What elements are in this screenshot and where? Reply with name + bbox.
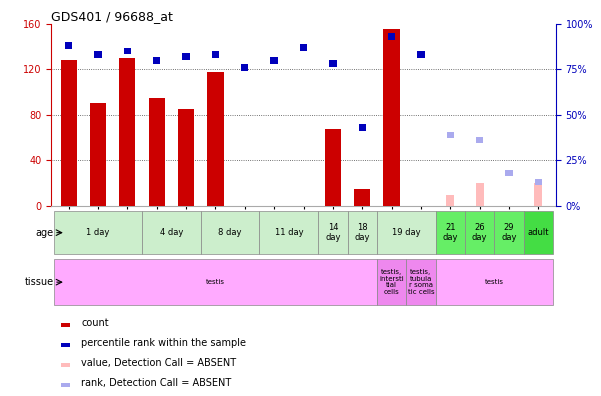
Text: 1 day: 1 day [87,228,110,237]
Text: 19 day: 19 day [392,228,421,237]
Text: testis,
tubula
r soma
tic cells: testis, tubula r soma tic cells [407,269,434,295]
Bar [178,109,194,206]
Bar [241,64,248,71]
FancyBboxPatch shape [523,211,553,254]
Text: adult: adult [528,228,549,237]
Bar [61,323,70,327]
FancyBboxPatch shape [494,211,523,254]
Bar [61,343,70,347]
Bar [476,137,483,143]
Bar [90,103,106,206]
Bar [61,60,77,206]
FancyBboxPatch shape [436,259,553,305]
Bar [124,48,131,55]
Bar [325,128,341,206]
Text: rank, Detection Call = ABSENT: rank, Detection Call = ABSENT [81,378,231,388]
Text: GDS401 / 96688_at: GDS401 / 96688_at [51,10,173,23]
FancyBboxPatch shape [436,211,465,254]
Text: 21
day: 21 day [442,223,458,242]
Bar [354,189,370,206]
FancyBboxPatch shape [465,211,494,254]
Text: 26
day: 26 day [472,223,487,242]
FancyBboxPatch shape [406,259,436,305]
Bar [207,72,224,206]
Text: 29
day: 29 day [501,223,517,242]
Bar [148,98,165,206]
Bar [383,29,400,206]
Bar [94,51,102,58]
FancyBboxPatch shape [54,259,377,305]
Bar [447,132,454,138]
Text: testis: testis [485,279,504,285]
Bar [183,53,190,60]
Bar [300,44,307,51]
Text: 4 day: 4 day [160,228,183,237]
Bar [120,58,135,206]
FancyBboxPatch shape [377,259,406,305]
Text: testis: testis [206,279,225,285]
Bar [446,194,454,206]
Text: tissue: tissue [24,277,53,287]
Bar [388,33,395,40]
Bar [535,179,542,185]
FancyBboxPatch shape [377,211,436,254]
Text: percentile rank within the sample: percentile rank within the sample [81,338,246,348]
FancyBboxPatch shape [318,211,347,254]
Text: value, Detection Call = ABSENT: value, Detection Call = ABSENT [81,358,237,368]
FancyBboxPatch shape [201,211,260,254]
FancyBboxPatch shape [260,211,318,254]
Text: 8 day: 8 day [218,228,242,237]
Text: age: age [35,228,53,238]
Bar [65,42,72,49]
Bar [153,57,160,64]
Bar [212,51,219,58]
Text: count: count [81,318,109,328]
FancyBboxPatch shape [142,211,201,254]
Bar [475,183,484,206]
Bar [417,51,424,58]
Text: testis,
intersti
tial
cells: testis, intersti tial cells [379,269,404,295]
FancyBboxPatch shape [347,211,377,254]
Bar [505,170,513,176]
Text: 18
day: 18 day [355,223,370,242]
Bar [61,363,70,367]
Bar [329,61,337,67]
Bar [534,183,542,206]
Bar [61,383,70,387]
Text: 11 day: 11 day [275,228,303,237]
Bar [359,124,366,131]
Text: 14
day: 14 day [325,223,341,242]
Bar [270,57,278,64]
FancyBboxPatch shape [54,211,142,254]
